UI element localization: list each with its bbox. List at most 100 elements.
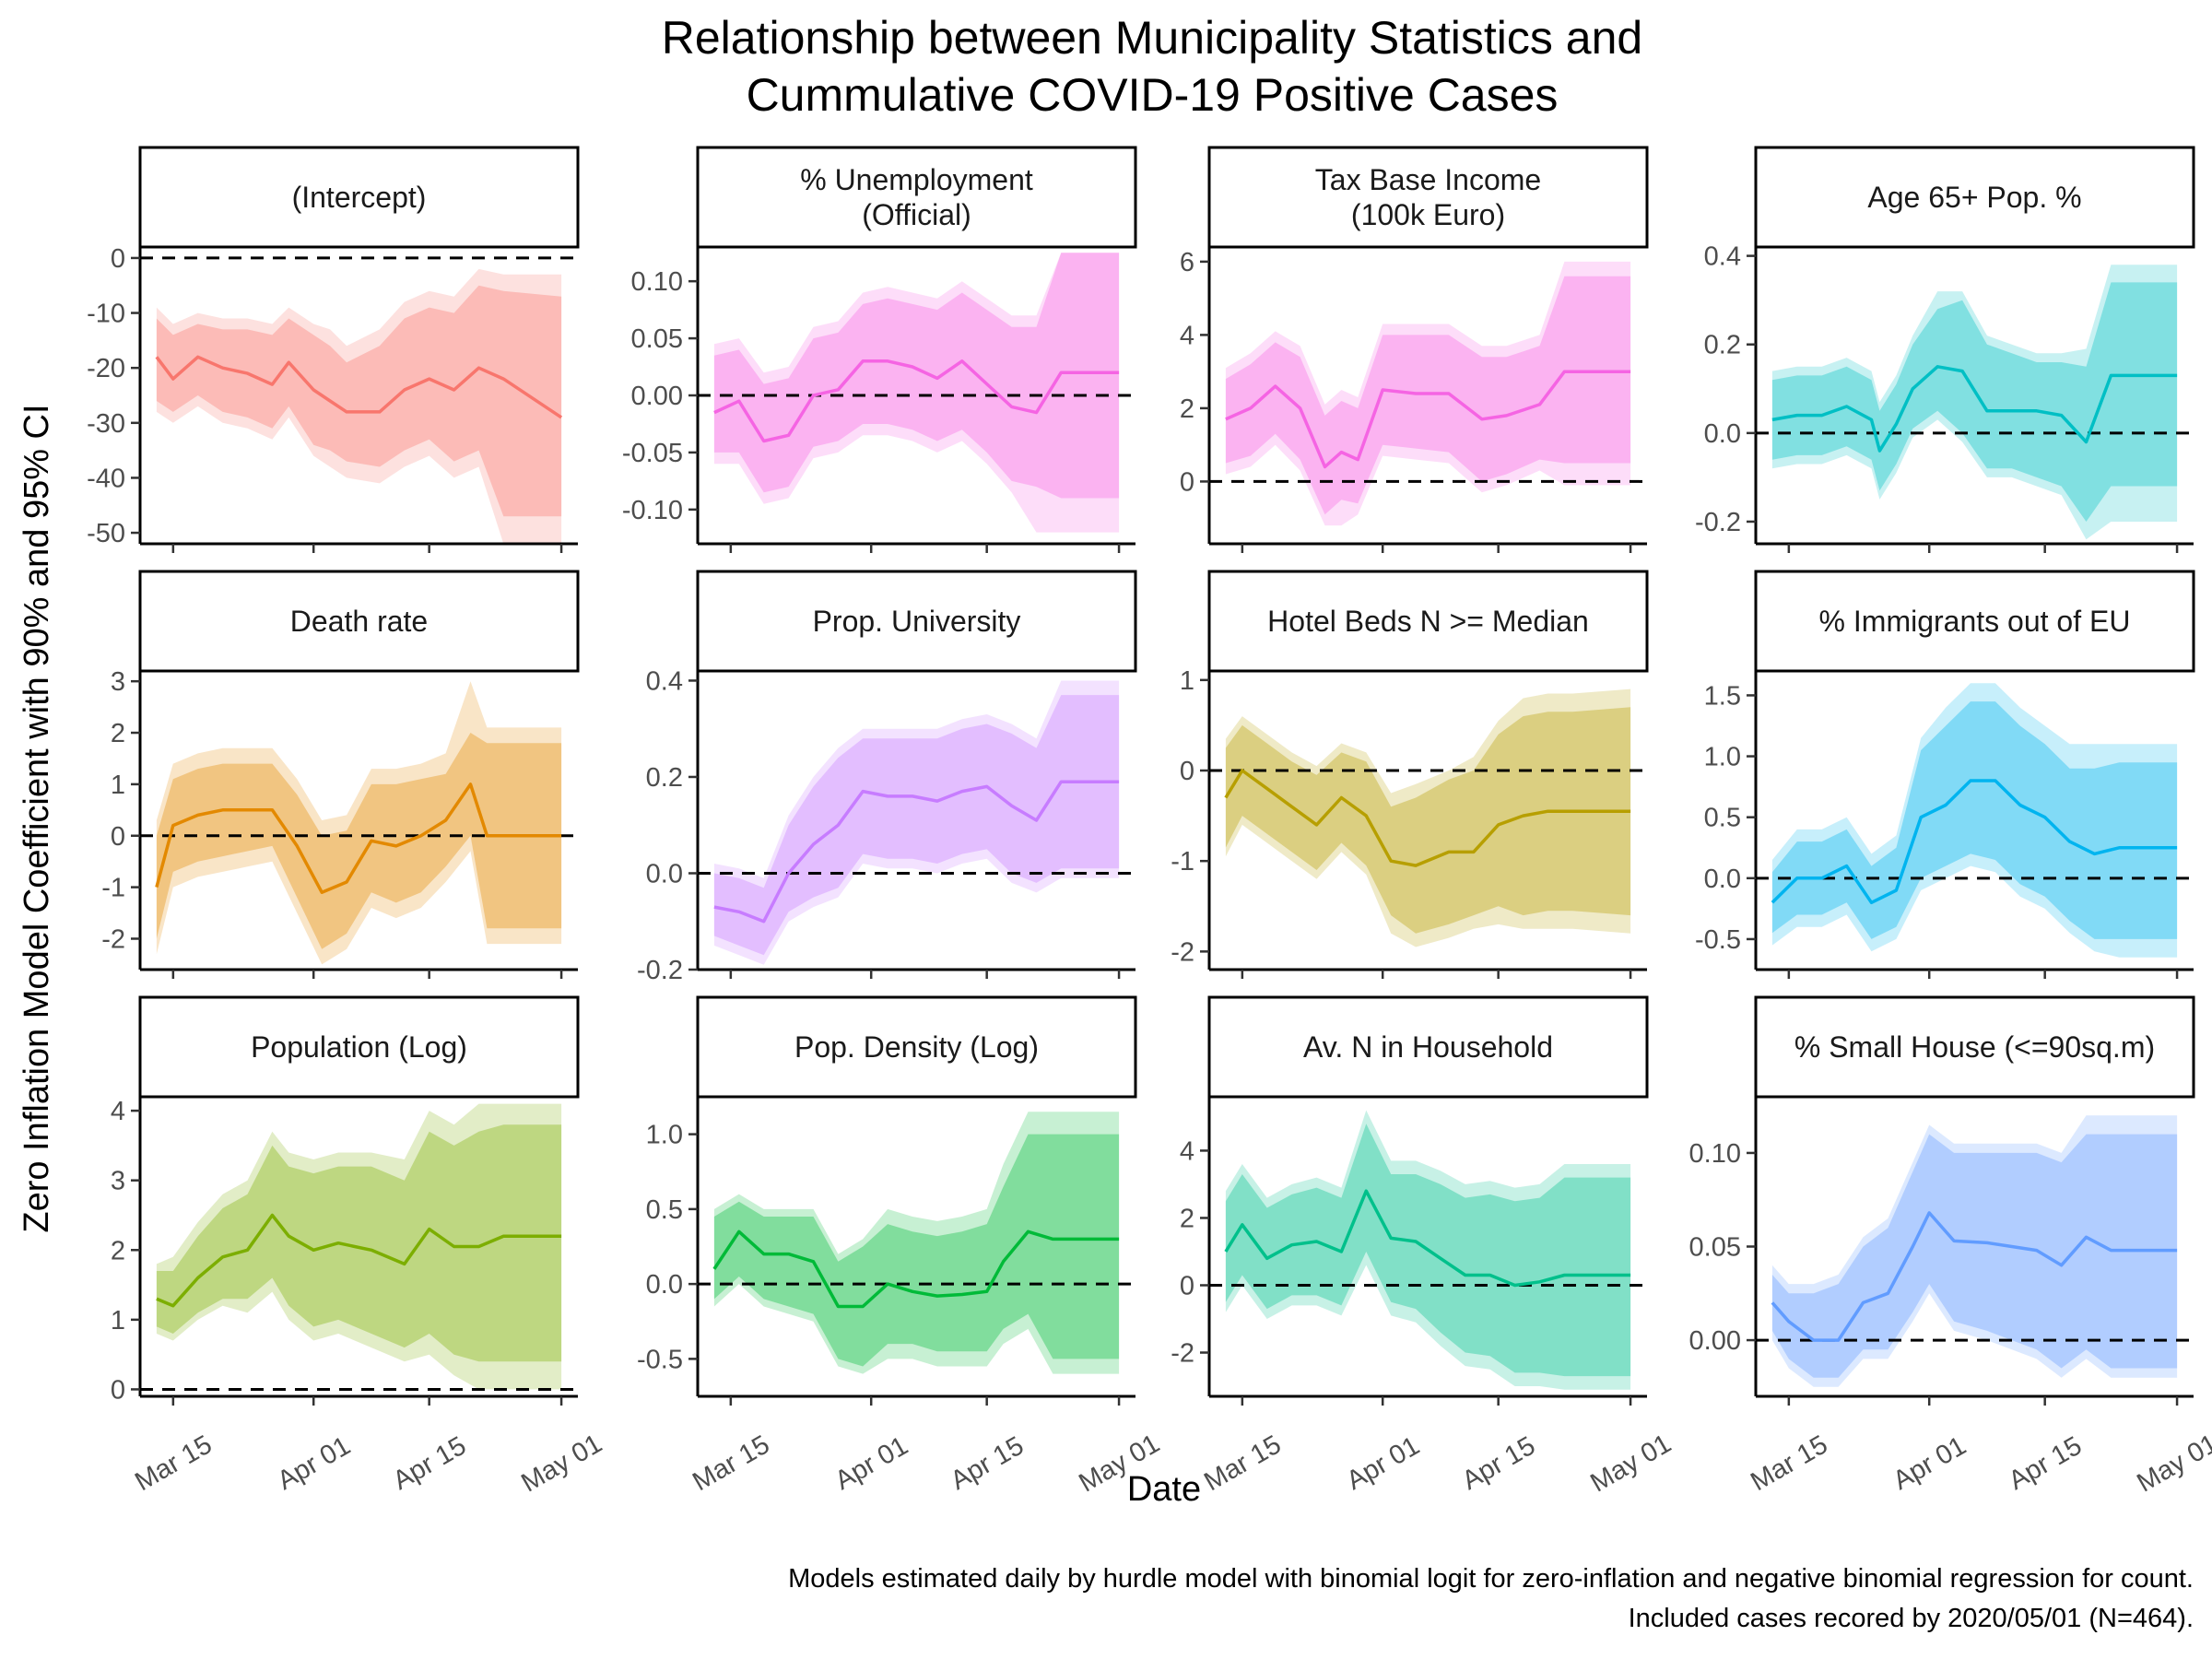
y-tick-label: 0.00 (1689, 1326, 1741, 1356)
y-tick-label: 3 (111, 1167, 125, 1196)
x-tick-label: May 01 (1585, 1429, 1676, 1498)
facet-panel: Av. N in Household 4 2 0 -2 Mar 15 Apr 01 Apr 1… (1171, 995, 1677, 1499)
ci90-band (713, 253, 1120, 499)
ci90-band (1771, 701, 2178, 939)
y-tick-label: 0.10 (1689, 1139, 1741, 1169)
y-tick-label: 0 (1180, 757, 1194, 786)
facet-strip (1754, 570, 2195, 673)
y-tick-label: 0.0 (1704, 865, 1741, 894)
chart-title-line2: Cummulative COVID-19 Positive Cases (747, 69, 1559, 121)
x-tick-label: Apr 15 (946, 1431, 1029, 1496)
ci95-band (1771, 1115, 2178, 1387)
facet-strip (696, 995, 1137, 1099)
y-tick-label: 0.4 (646, 666, 683, 696)
y-tick-label: 0.5 (1704, 804, 1741, 833)
y-tick-label: 0.05 (631, 324, 683, 354)
ci90-band (713, 695, 1120, 956)
facet-strip (1754, 995, 2195, 1099)
y-tick-label: -30 (87, 409, 125, 439)
y-tick-label: -0.10 (622, 496, 683, 525)
facet-strip (138, 995, 580, 1099)
x-axis-label: Date (1127, 1470, 1201, 1509)
ci90-band (1771, 282, 2178, 522)
y-tick-label: 1.5 (1704, 681, 1741, 711)
facet-title: Av. N in Household (1303, 1030, 1553, 1064)
y-tick-label: 1.0 (1704, 743, 1741, 772)
ci90-band (713, 1134, 1120, 1367)
x-tick-label: Mar 15 (688, 1430, 774, 1497)
ci90-band (156, 285, 562, 517)
y-tick-label: 0.4 (1704, 242, 1741, 272)
y-tick-label: 0 (1180, 467, 1194, 497)
facet-panel: Age 65+ Pop. % 0.4 0.2 0.0 -0.2 (1695, 146, 2195, 553)
estimate-line (1771, 365, 2178, 453)
y-tick-label: 6 (1180, 248, 1194, 277)
facet-title: Pop. Density (Log) (794, 1030, 1039, 1064)
y-tick-label: -0.5 (637, 1345, 683, 1374)
x-tick-label: Apr 01 (1342, 1431, 1425, 1496)
y-tick-label: 2 (111, 1236, 125, 1265)
x-tick-label: Apr 01 (1888, 1431, 1971, 1496)
ci95-band (713, 253, 1120, 533)
facet-panel: Pop. Density (Log) 1.0 0.5 0.0 -0.5 Mar 15 Apr… (637, 995, 1165, 1499)
ci95-band (1771, 683, 2178, 958)
estimate-line (155, 355, 563, 419)
estimate-line (713, 359, 1120, 443)
y-tick-label: 0.0 (646, 1270, 683, 1300)
facet-panel: (Intercept) 0 -10 -20 -30 -40 -50 (87, 146, 580, 553)
y-tick-label: -10 (87, 300, 125, 329)
facet-title: (Intercept) (292, 181, 427, 214)
facet-title: % Small House (<=90sq.m) (1794, 1030, 2155, 1064)
ci90-band (1771, 1134, 2178, 1378)
y-tick-label: 0.0 (1704, 419, 1741, 449)
x-tick-label: Mar 15 (130, 1430, 217, 1497)
x-tick-label: Apr 01 (830, 1431, 913, 1496)
facet-title: % Unemployment (800, 163, 1033, 196)
ci95-band (156, 681, 562, 965)
y-tick-label: 1.0 (646, 1121, 683, 1150)
ci90-band (1225, 707, 1631, 934)
y-tick-label: -40 (87, 464, 125, 493)
x-tick-label: Mar 15 (1199, 1430, 1286, 1497)
ci95-band (1225, 688, 1631, 947)
x-tick-label: Mar 15 (1746, 1430, 1832, 1497)
facet-strip (138, 570, 580, 673)
y-tick-label: 0.10 (631, 267, 683, 297)
estimate-line (1771, 1211, 2178, 1342)
facet-title: Age 65+ Pop. % (1867, 181, 2081, 214)
y-tick-label: -0.2 (1695, 508, 1741, 537)
ci95-band (713, 680, 1120, 965)
y-tick-label: 4 (1180, 1136, 1194, 1166)
y-tick-label: -2 (1171, 1339, 1194, 1369)
estimate-line (1224, 769, 1631, 867)
y-tick-label: 0 (111, 244, 125, 274)
facet-title: Hotel Beds N >= Median (1267, 605, 1589, 638)
ci95-band (156, 268, 562, 544)
facet-panel: Prop. University 0.4 0.2 0.0 -0.2 (637, 570, 1137, 985)
x-tick-label: Apr 15 (388, 1431, 471, 1496)
y-tick-label: 0 (111, 1375, 125, 1405)
facet-panel: Death rate 3 2 1 0 -1 -2 (101, 570, 580, 979)
facet-strip (138, 146, 580, 249)
y-tick-label: -2 (1171, 937, 1194, 967)
facet-panels: (Intercept)0-10-20-30-40-50% Unemploymen… (87, 146, 2212, 1499)
estimate-line (713, 780, 1120, 924)
caption-line2: Included cases recored by 2020/05/01 (N=… (1629, 1604, 2194, 1633)
y-tick-label: -1 (1171, 847, 1194, 877)
y-tick-label: 2 (111, 719, 125, 748)
facet-panel: % Immigrants out of EU 1.5 1.0 0.5 0.0 -0.5 (1695, 570, 2195, 979)
chart-title-line1: Relationship between Municipality Statis… (662, 12, 1642, 64)
caption-line1: Models estimated daily by hurdle model w… (788, 1564, 2194, 1594)
y-tick-label: -0.05 (622, 439, 683, 468)
facet-title: % Immigrants out of EU (1819, 605, 2131, 638)
y-tick-label: -0.5 (1695, 925, 1741, 955)
y-tick-label: 1 (1180, 666, 1194, 696)
facet-panel: % Unemployment(Official) 0.10 0.05 0.00 -0.0… (622, 146, 1137, 553)
y-tick-label: 0 (111, 822, 125, 852)
y-tick-label: 4 (111, 1097, 125, 1126)
ci95-band (713, 1112, 1120, 1374)
facet-title: Population (Log) (251, 1030, 467, 1064)
y-tick-label: 0.5 (646, 1195, 683, 1225)
